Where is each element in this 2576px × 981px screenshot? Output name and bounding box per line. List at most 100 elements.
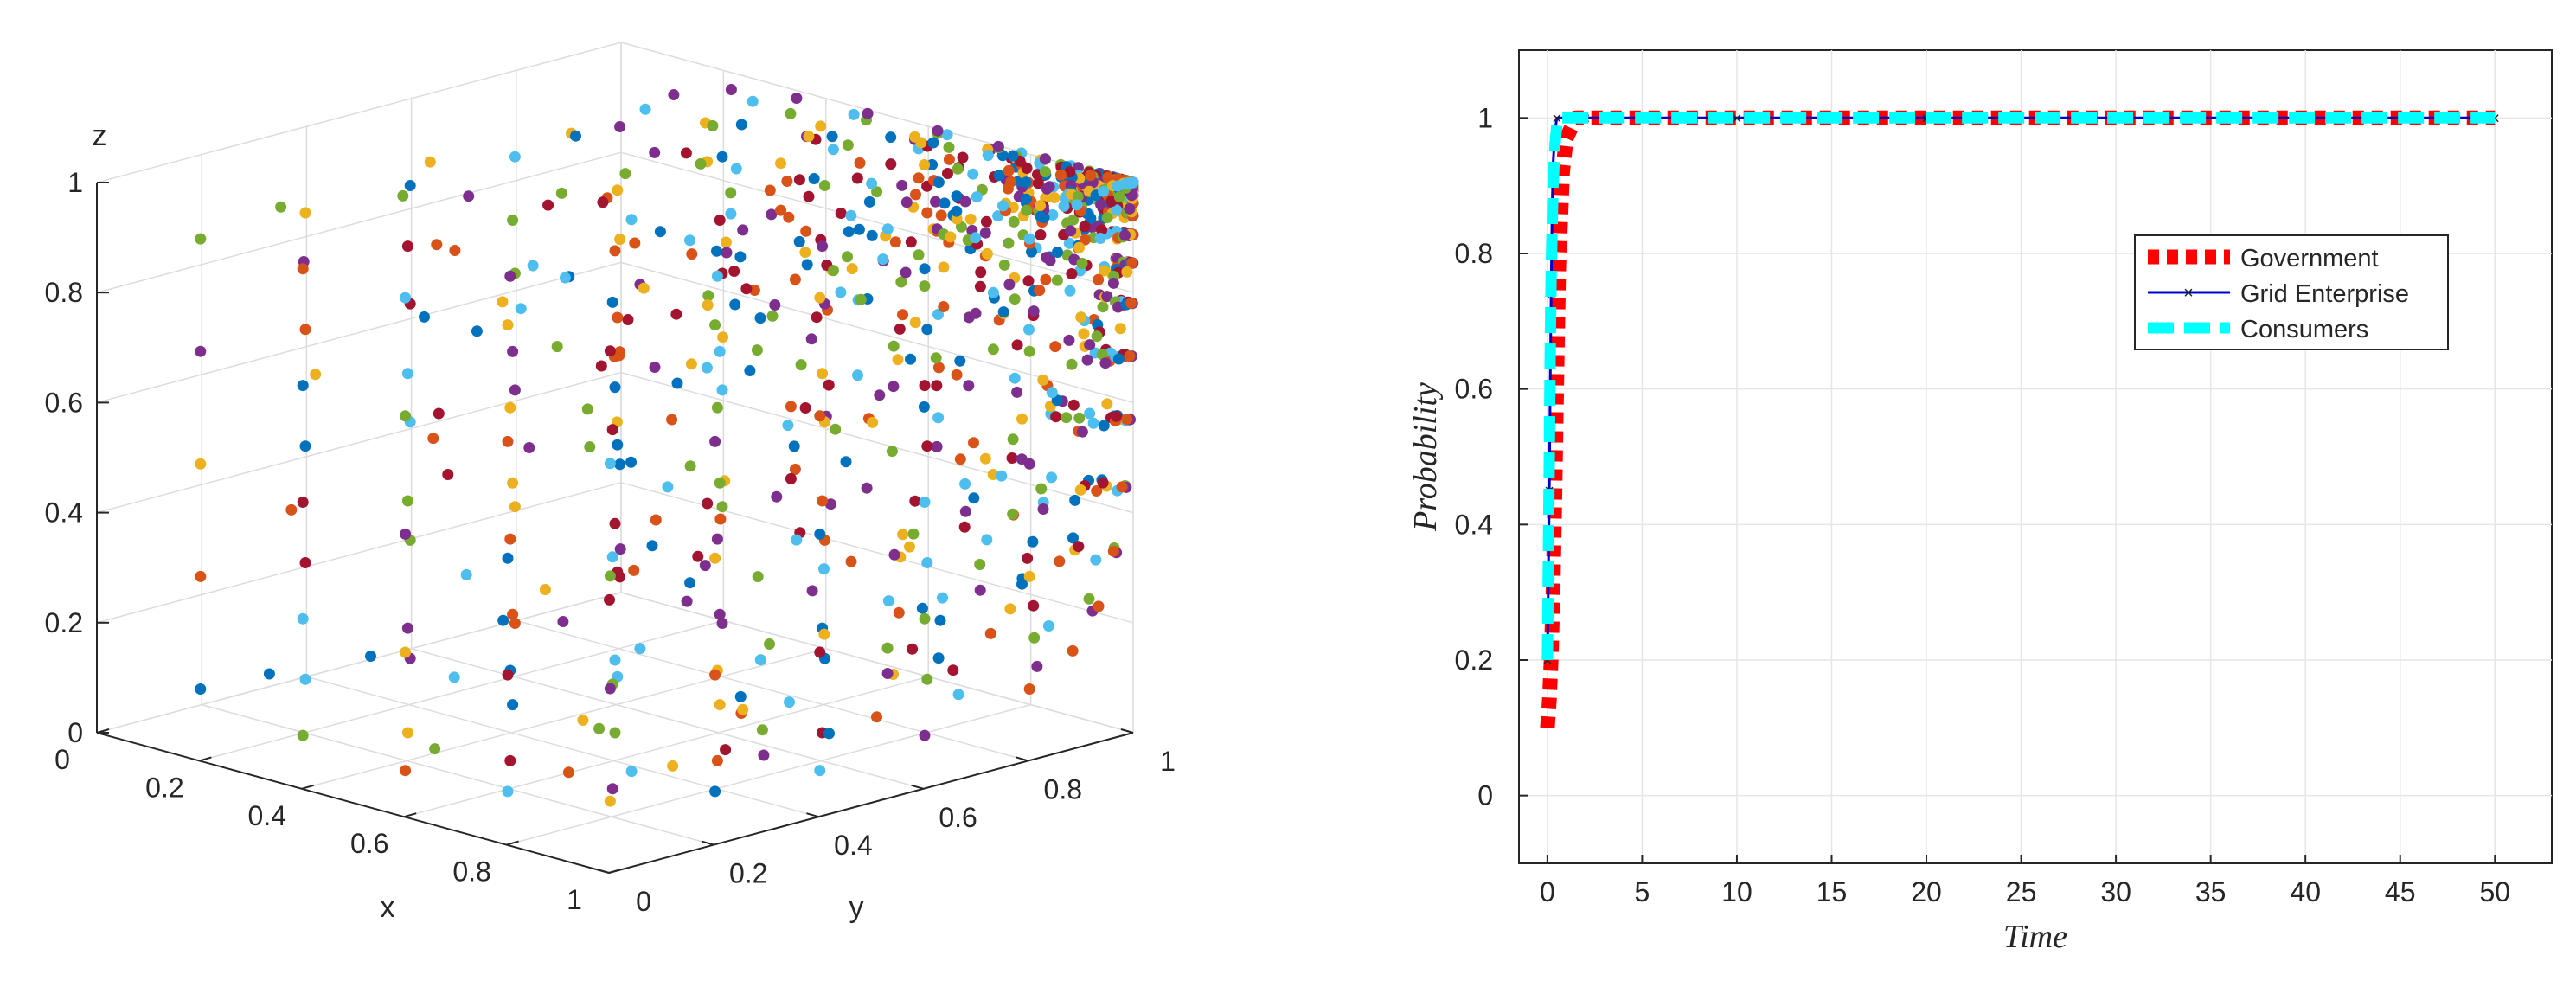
trajectory-point <box>941 129 953 141</box>
trajectory-point <box>935 209 947 221</box>
trajectory-point <box>625 214 638 226</box>
trajectory-point <box>604 570 616 582</box>
trajectory-point <box>1074 484 1086 496</box>
trajectory-point <box>711 754 723 766</box>
trajectory-point <box>1037 374 1049 386</box>
trajectory-point <box>828 265 839 277</box>
trajectory-point <box>1097 477 1109 489</box>
x-tick-label: 1 <box>567 884 582 915</box>
trajectory-point <box>968 492 980 504</box>
trajectory-point <box>771 490 783 503</box>
trajectory-point <box>527 260 539 272</box>
trajectory-point <box>310 369 322 381</box>
trajectory-point <box>886 446 898 458</box>
trajectory-point <box>1071 199 1083 211</box>
plot-area <box>1518 49 2553 864</box>
trajectory-point <box>737 703 749 715</box>
trajectory-point <box>401 368 413 380</box>
trajectory-point <box>853 223 865 235</box>
x-tick-label: 45 <box>2385 876 2416 907</box>
trajectory-point <box>734 690 747 702</box>
trajectory-point <box>1095 199 1107 210</box>
trajectory-point <box>1098 420 1110 432</box>
trajectory-point <box>764 638 775 650</box>
trajectory-point <box>449 245 461 256</box>
trajectory-point <box>701 362 713 374</box>
y-tick-label: 1 <box>1160 746 1176 777</box>
trajectory-point <box>932 412 945 424</box>
trajectory-point <box>502 319 514 331</box>
trajectory-point <box>921 673 933 685</box>
trajectory-point <box>1101 398 1113 410</box>
trajectory-point <box>1005 176 1017 188</box>
trajectory-point <box>788 440 800 452</box>
trajectory-point <box>1054 555 1066 567</box>
trajectory-point <box>785 107 797 119</box>
trajectory-point <box>714 513 727 525</box>
trajectory-point <box>754 654 766 666</box>
trajectory-point <box>866 229 878 241</box>
trajectory-point <box>904 541 915 553</box>
trajectory-point <box>195 570 207 582</box>
trajectory-point <box>846 263 858 275</box>
trajectory-point <box>427 433 439 445</box>
trajectory-point <box>555 187 567 199</box>
trajectory-point <box>1079 221 1091 233</box>
trajectory-point <box>974 584 986 596</box>
trajectory-point <box>951 205 963 217</box>
grid-line <box>96 42 622 183</box>
trajectory-point <box>1006 452 1018 464</box>
trajectory-point <box>1007 508 1019 520</box>
trajectory-point <box>625 456 637 468</box>
trajectory-point <box>840 456 852 468</box>
trajectory-point <box>1003 164 1015 176</box>
trajectory-point <box>889 236 901 248</box>
trajectory-point <box>1067 644 1079 657</box>
x-tick-label: 0.8 <box>452 856 490 888</box>
grid-line <box>96 371 622 514</box>
trajectory-point <box>981 534 993 546</box>
trajectory-point <box>814 410 826 422</box>
x-tick <box>199 756 212 762</box>
trajectory-point <box>997 200 1009 212</box>
trajectory-point <box>862 107 874 119</box>
trajectory-point <box>625 766 638 778</box>
trajectory-point <box>1022 275 1035 287</box>
trajectory-point <box>793 174 805 186</box>
trajectory-point <box>1035 483 1048 495</box>
y-tick-label: 0.4 <box>1455 509 1493 540</box>
trajectory-point <box>744 365 756 376</box>
grid-line <box>96 592 622 734</box>
trajectory-point <box>818 180 830 191</box>
trajectory-point <box>979 452 991 465</box>
trajectory-point <box>1090 554 1102 566</box>
x-tick-label: 25 <box>2006 876 2037 907</box>
trajectory-point <box>921 440 933 452</box>
trajectory-point <box>728 266 740 277</box>
trajectory-point <box>1050 411 1062 423</box>
trajectory-point <box>702 290 714 302</box>
trajectory-point <box>609 382 621 394</box>
trajectory-point <box>919 263 931 275</box>
trajectory-point <box>783 211 795 223</box>
trajectory-point <box>507 345 519 357</box>
trajectory-point <box>433 407 445 420</box>
trajectory-point <box>823 728 835 740</box>
trajectory-point <box>830 423 842 435</box>
trajectory-point <box>1124 350 1136 362</box>
tick-labels-2d: 0 5 10 15 20 25 30 35 40 45 50 0 0.2 0.4 0.6 0.8 1 <box>1455 102 2511 907</box>
trajectory-point <box>1026 246 1037 258</box>
trajectory-point <box>1028 632 1041 644</box>
trajectory-point <box>1075 311 1087 324</box>
trajectory-point <box>947 664 959 676</box>
trajectory-point <box>711 533 723 545</box>
trajectory-point <box>275 201 287 213</box>
trajectory-point <box>1004 603 1016 615</box>
trajectory-point <box>502 669 514 681</box>
trajectory-point <box>775 157 786 170</box>
trajectory-point <box>974 280 986 292</box>
trajectory-point <box>817 368 829 380</box>
trajectory-point <box>888 548 900 561</box>
trajectory-point <box>650 514 662 526</box>
trajectory-point <box>801 259 813 271</box>
